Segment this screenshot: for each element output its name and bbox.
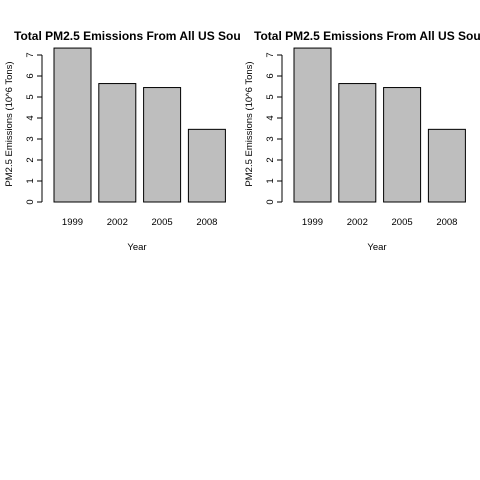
x-axis-label: Year bbox=[127, 242, 146, 253]
x-tick-label: 2008 bbox=[196, 217, 217, 228]
x-tick-label: 2002 bbox=[347, 217, 368, 228]
y-tick-label: 5 bbox=[25, 94, 36, 99]
x-tick-labels: 1999 2002 2005 2008 bbox=[302, 217, 458, 228]
bar bbox=[143, 87, 182, 203]
chart-title: Total PM2.5 Emissions From All US Source… bbox=[254, 29, 480, 43]
y-tick-label: 4 bbox=[25, 115, 36, 120]
x-tick-labels: 1999 2002 2005 2008 bbox=[62, 217, 218, 228]
chart-title: Total PM2.5 Emissions From All US Source… bbox=[14, 29, 266, 43]
bar bbox=[427, 128, 466, 203]
x-tick-label: 1999 bbox=[302, 217, 323, 228]
x-axis-label: Year bbox=[367, 242, 386, 253]
y-axis: 0 1 2 3 4 5 6 7 bbox=[265, 52, 283, 205]
bar bbox=[293, 47, 332, 203]
x-tick-label: 2008 bbox=[436, 217, 457, 228]
bar bbox=[98, 83, 137, 203]
chart-panel-right: Total PM2.5 Emissions From All US Source… bbox=[244, 29, 480, 253]
x-tick-label: 2005 bbox=[392, 217, 413, 228]
bar bbox=[187, 128, 226, 203]
y-tick-label: 5 bbox=[265, 94, 276, 99]
y-tick-label: 2 bbox=[25, 157, 36, 162]
y-tick-label: 6 bbox=[25, 73, 36, 78]
y-tick-label: 0 bbox=[265, 199, 276, 204]
y-tick-label: 7 bbox=[25, 52, 36, 57]
y-tick-label: 2 bbox=[265, 157, 276, 162]
y-axis-label: PM2.5 Emissions (10^6 Tons) bbox=[244, 61, 255, 186]
y-axis-label: PM2.5 Emissions (10^6 Tons) bbox=[4, 61, 15, 186]
y-axis: 0 1 2 3 4 5 6 7 bbox=[25, 52, 43, 205]
chart-panel-left: Total PM2.5 Emissions From All US Source… bbox=[4, 29, 266, 253]
bar bbox=[338, 83, 377, 203]
y-tick-label: 4 bbox=[265, 115, 276, 120]
y-tick-label: 3 bbox=[265, 136, 276, 141]
x-tick-label: 2002 bbox=[107, 217, 128, 228]
y-tick-label: 7 bbox=[265, 52, 276, 57]
bar bbox=[383, 87, 422, 203]
bars bbox=[293, 47, 466, 203]
y-tick-label: 3 bbox=[25, 136, 36, 141]
y-tick-label: 1 bbox=[25, 178, 36, 183]
bar bbox=[53, 47, 92, 203]
y-tick-label: 6 bbox=[265, 73, 276, 78]
bars bbox=[53, 47, 226, 203]
x-tick-label: 1999 bbox=[62, 217, 83, 228]
y-tick-label: 0 bbox=[25, 199, 36, 204]
x-tick-label: 2005 bbox=[152, 217, 173, 228]
y-tick-label: 1 bbox=[265, 178, 276, 183]
